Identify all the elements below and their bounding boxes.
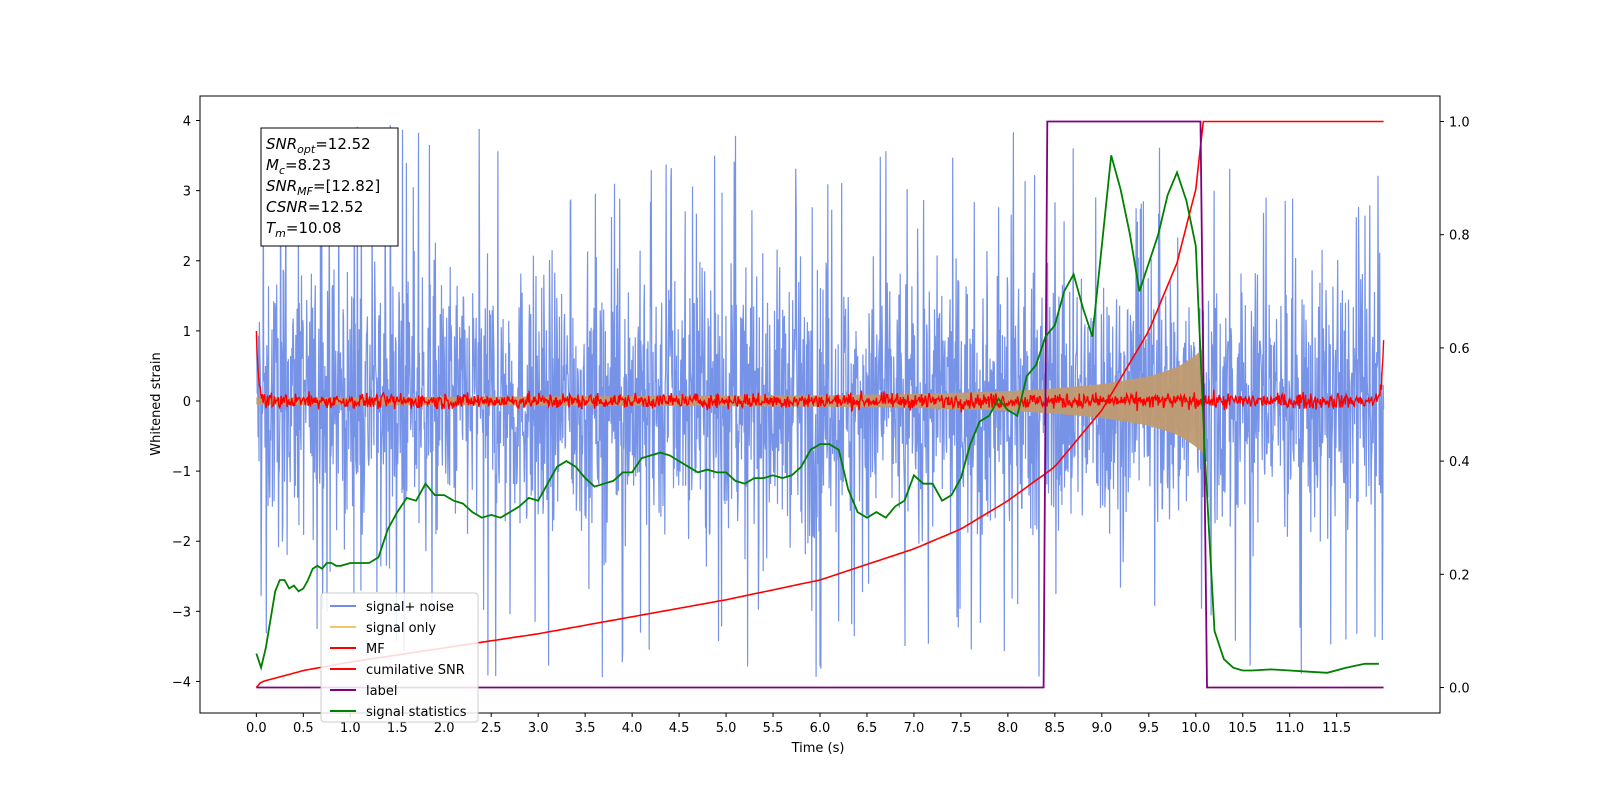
legend-frame [320, 592, 479, 723]
legend-label: MF [366, 642, 385, 657]
x-tick-label: 5.5 [763, 721, 784, 736]
y2-tick-label: 0.8 [1449, 229, 1470, 244]
x-tick-label: 6.5 [857, 721, 878, 736]
legend-label: signal only [366, 621, 436, 636]
x-tick-label: 9.5 [1138, 721, 1159, 736]
annotation-tm: Tm=10.08 [266, 219, 341, 240]
series-signal-statistics [255, 155, 1379, 674]
legend-label: cumilative SNR [366, 663, 465, 678]
y2-tick-label: 0.2 [1449, 568, 1470, 583]
x-tick-label: 2.5 [481, 721, 502, 736]
y-tick-label: −2 [172, 535, 191, 550]
x-tick-label: 11.0 [1275, 721, 1304, 736]
y-tick-label: 2 [183, 255, 191, 270]
x-tick-label: 11.5 [1322, 721, 1351, 736]
x-tick-label: 7.0 [904, 721, 925, 736]
x-tick-label: 4.5 [669, 721, 690, 736]
x-axis: 0.0 0.5 1.0 1.5 2.0 2.5 3.0 3.5 4.0 4.5 5.0 5.5 6.0 6… [246, 713, 1351, 736]
annotation-box: SNRopt=12.52 Mc=8.23 SNRMF=[12.82] CSNR=… [260, 127, 399, 247]
y-tick-label: 0 [183, 395, 191, 410]
y2-tick-label: 0.4 [1449, 455, 1470, 470]
x-tick-label: 3.5 [575, 721, 596, 736]
x-tick-label: 10.0 [1181, 721, 1210, 736]
series-label [256, 120, 1384, 689]
y2-tick-label: 0.6 [1449, 342, 1470, 357]
x-tick-label: 0.5 [293, 721, 314, 736]
x-tick-label: 7.5 [951, 721, 972, 736]
y-tick-label: 3 [183, 185, 191, 200]
x-tick-label: 8.0 [998, 721, 1019, 736]
x-tick-label: 0.0 [246, 721, 267, 736]
y-tick-label: −1 [172, 465, 191, 480]
x-tick-label: 6.0 [810, 721, 831, 736]
x-tick-label: 9.0 [1091, 721, 1112, 736]
x-tick-label: 4.0 [622, 721, 643, 736]
y2-tick-label: 0.0 [1449, 682, 1470, 697]
annotation-snr-mf: SNRMF=[12.82] [266, 177, 380, 198]
x-tick-label: 8.5 [1045, 721, 1066, 736]
legend-label: signal+ noise [366, 600, 454, 615]
annotation-snr-opt: SNRopt=12.52 [266, 135, 371, 156]
legend: signal+ noise signal only MF cumilative SNR… [320, 592, 479, 723]
annotation-chirp-mass: Mc=8.23 [266, 156, 331, 177]
y-tick-label: −3 [172, 605, 191, 620]
x-tick-label: 2.0 [434, 721, 455, 736]
x-tick-label: 1.5 [387, 721, 408, 736]
y-axis-label: Whitened strain [149, 352, 164, 455]
x-tick-label: 1.0 [340, 721, 361, 736]
series-mf [255, 330, 1385, 413]
x-tick-label: 10.5 [1228, 721, 1257, 736]
annotation-csnr: CSNR=12.52 [266, 198, 363, 216]
y-axis-right: 0.0 0.2 0.4 0.6 0.8 1.0 [1440, 115, 1470, 697]
x-tick-label: 5.0 [716, 721, 737, 736]
y-tick-label: −4 [172, 675, 191, 690]
annotation-frame [260, 127, 399, 247]
legend-label: signal statistics [366, 705, 467, 720]
y2-tick-label: 1.0 [1449, 115, 1470, 130]
x-axis-label: Time (s) [791, 741, 845, 756]
x-tick-label: 3.0 [528, 721, 549, 736]
y-tick-label: 4 [183, 115, 191, 130]
y-axis-left: −4 −3 −2 −1 0 1 2 3 4 [172, 115, 200, 690]
y-tick-label: 1 [183, 325, 191, 340]
legend-label: label [366, 684, 397, 699]
